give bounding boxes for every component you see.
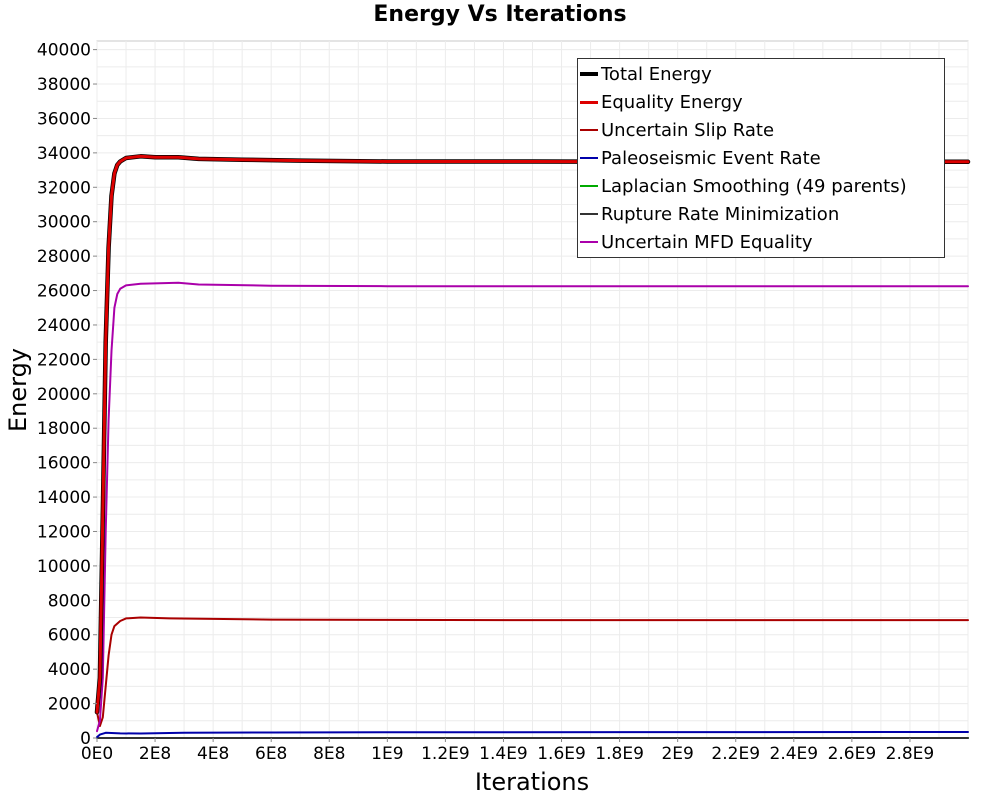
y-tick-label: 36000 xyxy=(37,109,91,129)
legend-label: Equality Energy xyxy=(601,91,743,113)
y-tick-label: 30000 xyxy=(37,213,91,233)
x-tick-label: 2E9 xyxy=(661,744,693,764)
y-tick-label: 14000 xyxy=(37,488,91,508)
y-axis-ticks: 0 2000 4000 6000 8000 10000 12000 14000 16000 180… xyxy=(37,41,97,749)
y-tick-label: 8000 xyxy=(48,591,91,611)
y-tick-label: 20000 xyxy=(37,385,91,405)
x-tick-label: 0E0 xyxy=(81,744,113,764)
y-tick-label: 38000 xyxy=(37,75,91,95)
legend-item: Total Energy xyxy=(580,60,712,88)
series-line-paleoseismic-event-rate xyxy=(96,731,969,739)
x-tick-label: 1.4E9 xyxy=(479,744,528,764)
y-tick-label: 18000 xyxy=(37,419,91,439)
series-line-equality-energy xyxy=(95,154,970,714)
legend-label: Paleoseismic Event Rate xyxy=(601,147,821,169)
x-tick-label: 4E8 xyxy=(197,744,229,764)
legend-label: Uncertain MFD Equality xyxy=(601,231,813,253)
x-tick-label: 8E8 xyxy=(313,744,345,764)
legend-swatch xyxy=(580,241,598,243)
x-axis-ticks: 0E0 2E8 4E8 6E8 8E8 1E9 1.2E9 1.4E9 1.6E9 1.8E9 2E… xyxy=(81,738,934,764)
y-tick-label: 32000 xyxy=(37,178,91,198)
y-tick-label: 0 xyxy=(80,729,91,749)
legend-swatch xyxy=(580,72,598,76)
x-tick-label: 6E8 xyxy=(255,744,287,764)
y-tick-label: 40000 xyxy=(37,41,91,61)
y-tick-label: 26000 xyxy=(37,282,91,302)
legend-item: Uncertain MFD Equality xyxy=(580,228,813,256)
legend-label: Laplacian Smoothing (49 parents) xyxy=(601,175,907,197)
legend-item: Paleoseismic Event Rate xyxy=(580,144,821,172)
y-tick-label: 16000 xyxy=(37,454,91,474)
y-tick-label: 34000 xyxy=(37,144,91,164)
series-line-uncertain-slip-rate xyxy=(96,616,969,727)
x-tick-label: 2.4E9 xyxy=(770,744,819,764)
legend-item: Rupture Rate Minimization xyxy=(580,200,839,228)
legend-label: Rupture Rate Minimization xyxy=(601,203,840,225)
x-tick-label: 1.6E9 xyxy=(537,744,586,764)
legend-item: Equality Energy xyxy=(580,88,743,116)
legend-swatch xyxy=(580,213,598,215)
legend-swatch xyxy=(580,100,598,104)
chart-title: Energy Vs Iterations xyxy=(373,2,627,27)
legend-swatch xyxy=(580,129,598,131)
legend-swatch xyxy=(580,185,598,187)
y-tick-label: 6000 xyxy=(48,626,91,646)
y-tick-label: 12000 xyxy=(37,522,91,542)
y-tick-label: 22000 xyxy=(37,350,91,370)
legend-label: Total Energy xyxy=(601,63,712,85)
x-tick-label: 2.2E9 xyxy=(711,744,760,764)
x-tick-label: 1E9 xyxy=(371,744,403,764)
y-tick-label: 2000 xyxy=(48,695,91,715)
legend-label: Uncertain Slip Rate xyxy=(601,119,775,141)
legend-item: Uncertain Slip Rate xyxy=(580,116,774,144)
x-tick-label: 1.2E9 xyxy=(421,744,470,764)
y-tick-label: 4000 xyxy=(48,660,91,680)
x-tick-label: 2.6E9 xyxy=(828,744,877,764)
y-tick-label: 28000 xyxy=(37,247,91,267)
legend-item: Laplacian Smoothing (49 parents) xyxy=(580,172,907,200)
y-axis-label: Energy xyxy=(4,348,32,432)
y-tick-label: 24000 xyxy=(37,316,91,336)
legend-swatch xyxy=(580,157,598,159)
x-tick-label: 2E8 xyxy=(139,744,171,764)
series-lines xyxy=(94,154,971,739)
x-tick-label: 1.8E9 xyxy=(595,744,644,764)
x-axis-label: Iterations xyxy=(475,768,589,796)
x-tick-label: 2.8E9 xyxy=(886,744,935,764)
y-tick-label: 10000 xyxy=(37,557,91,577)
legend: Total Energy Equality Energy Uncertain Sli… xyxy=(577,58,945,258)
series-line-uncertain-mfd-equality xyxy=(96,281,969,733)
